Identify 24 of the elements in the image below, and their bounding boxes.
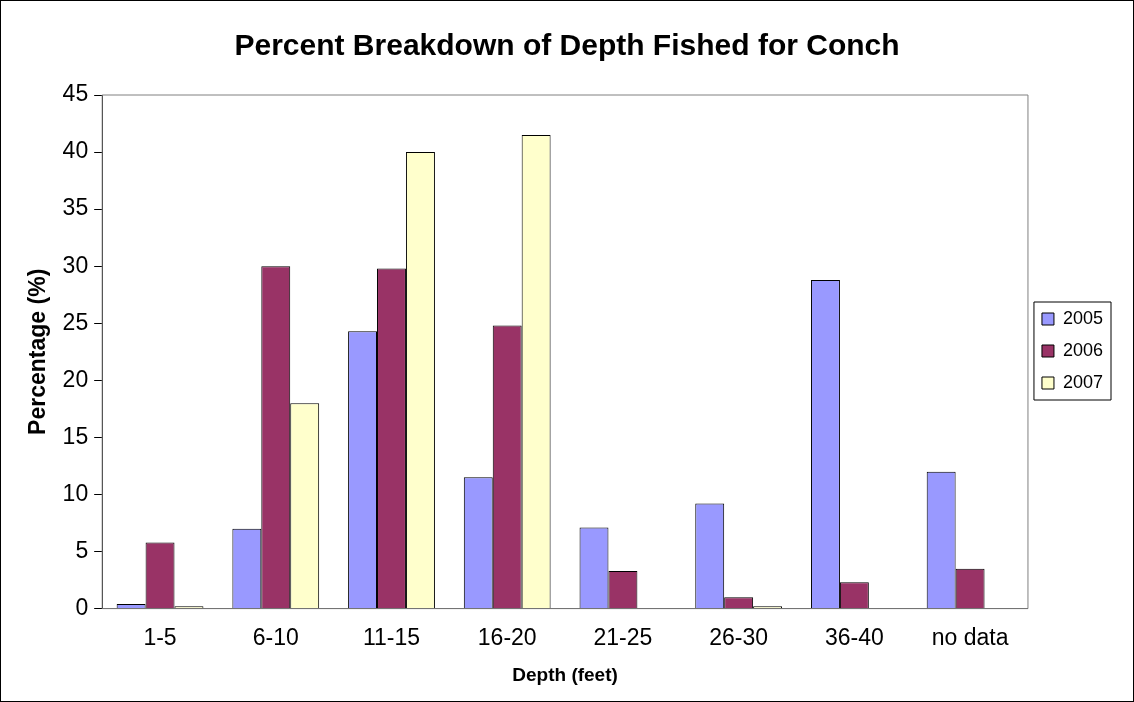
x-tick-label: 1-5: [143, 623, 177, 650]
legend-label: 2007: [1062, 371, 1103, 392]
x-axis-title: Depth (feet): [512, 663, 618, 685]
y-tick-label: 45: [62, 80, 89, 107]
x-tick-label: no data: [931, 623, 1009, 650]
chart-title: Percent Breakdown of Depth Fished for Conch: [234, 28, 900, 62]
y-tick-label: 35: [62, 194, 89, 221]
y-tick-label: 25: [62, 308, 89, 335]
x-tick-label: 11-15: [362, 623, 421, 650]
x-tick-label: 36-40: [824, 623, 884, 650]
y-tick-label: 20: [62, 365, 89, 392]
y-axis-title: Percentage (%): [24, 268, 51, 435]
y-tick-label: 5: [75, 536, 89, 563]
x-tick-label: 21-25: [593, 623, 653, 650]
legend-label: 2006: [1062, 339, 1103, 360]
y-tick-label: 30: [62, 251, 89, 278]
legend-label: 2005: [1062, 307, 1103, 328]
x-tick-label: 16-20: [477, 623, 537, 650]
y-tick-label: 40: [62, 137, 89, 164]
y-tick-label: 15: [62, 422, 89, 449]
y-tick-label: 10: [62, 479, 89, 506]
x-tick-label: 26-30: [709, 623, 769, 650]
y-tick-label: 0: [75, 593, 89, 620]
x-tick-label: 6-10: [252, 623, 299, 650]
